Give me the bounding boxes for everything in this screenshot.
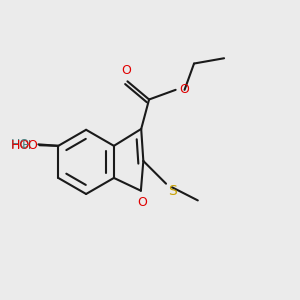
Text: S: S [168,184,177,198]
Text: O: O [27,139,37,152]
Text: O: O [121,64,131,77]
Text: H: H [22,139,31,152]
Text: O: O [179,83,189,96]
Text: O: O [137,196,147,209]
Text: HO: HO [11,139,30,152]
Text: HO: HO [11,138,30,151]
